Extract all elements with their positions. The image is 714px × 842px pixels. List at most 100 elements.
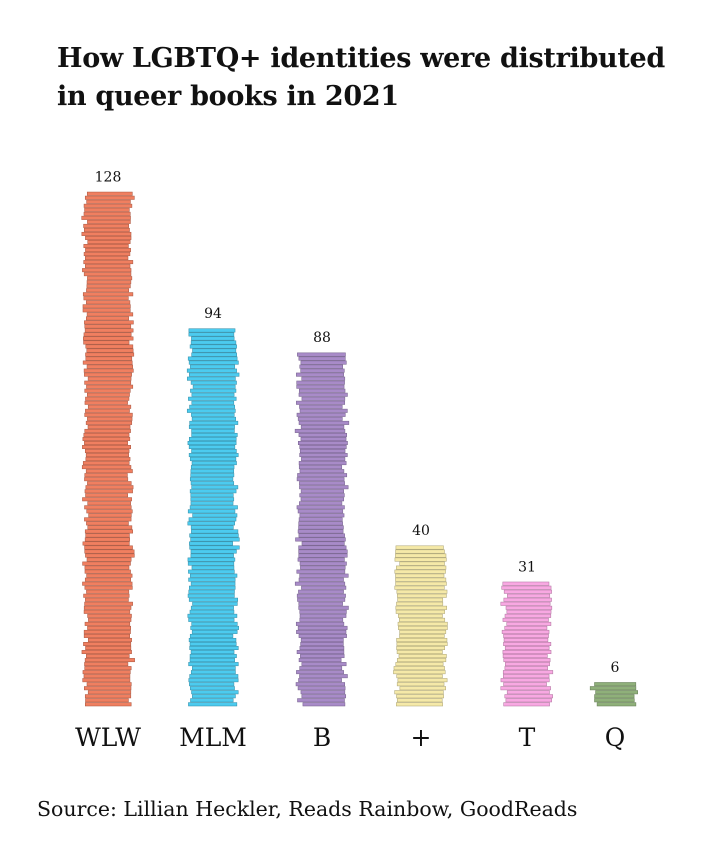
book-spine — [192, 666, 236, 671]
book-spine — [85, 646, 132, 650]
book-spine — [188, 424, 235, 429]
book-spine — [85, 457, 131, 462]
book-spine — [300, 565, 346, 570]
book-spine — [295, 682, 346, 687]
book-spine — [395, 581, 447, 586]
book-spine — [190, 537, 240, 542]
book-spine — [86, 654, 130, 659]
book-spine — [295, 537, 346, 542]
book-spine — [190, 605, 234, 610]
book-spine — [84, 549, 135, 554]
book-spine — [298, 658, 342, 663]
bar-stack-q — [589, 682, 638, 707]
book-spine — [190, 497, 235, 502]
book-spine — [84, 400, 128, 405]
book-spine — [187, 441, 237, 445]
book-spine — [393, 670, 446, 675]
book-spine — [82, 445, 131, 449]
book-spine — [83, 260, 134, 265]
book-spine — [188, 328, 236, 333]
book-spine — [300, 368, 345, 373]
book-spine — [503, 642, 552, 646]
book-spine — [191, 629, 238, 634]
book-spine — [299, 449, 346, 454]
book-spine — [84, 694, 132, 699]
book-spine — [85, 485, 134, 490]
book-spine — [297, 557, 345, 562]
book-spine — [86, 348, 134, 353]
book-spine — [191, 485, 239, 490]
book-spine — [190, 473, 235, 478]
book-spine — [191, 449, 237, 454]
book-spine — [298, 521, 343, 526]
book-spine — [298, 461, 347, 466]
source-note: Source: Lillian Heckler, Reads Rainbow, … — [37, 797, 578, 821]
value-labels: 128 94 88 40 31 6 — [95, 169, 620, 675]
book-spine — [395, 553, 447, 558]
book-spine — [86, 300, 131, 305]
book-spine — [83, 227, 130, 232]
book-spine — [84, 505, 132, 510]
book-spine — [83, 432, 130, 437]
book-spine — [190, 698, 234, 703]
book-spine — [298, 601, 343, 606]
book-spine — [396, 589, 448, 594]
book-spine — [84, 621, 131, 626]
book-spine — [301, 662, 347, 667]
book-spine — [399, 561, 445, 566]
book-spine — [83, 332, 132, 337]
book-spine — [397, 621, 448, 626]
book-spine — [190, 481, 235, 486]
book-spine — [85, 493, 128, 498]
book-spine — [298, 517, 343, 522]
book-spine — [85, 597, 129, 602]
book-spine — [298, 577, 344, 582]
book-spine — [81, 650, 132, 655]
book-spine — [83, 340, 130, 345]
book-spine — [297, 352, 346, 357]
book-spine — [191, 565, 235, 570]
book-spine — [188, 617, 235, 622]
book-spine — [188, 569, 235, 574]
category-label-b: B — [313, 723, 331, 752]
book-spine — [398, 654, 447, 659]
book-spine — [84, 577, 132, 582]
book-spine — [84, 601, 133, 606]
book-spine — [190, 501, 234, 506]
book-spine — [191, 416, 236, 421]
book-spine — [395, 605, 448, 610]
book-spine — [189, 646, 239, 650]
book-spine — [85, 396, 130, 401]
category-label-q: Q — [605, 723, 626, 752]
book-spine — [396, 637, 448, 642]
book-spine — [190, 670, 236, 675]
book-spine — [84, 666, 132, 671]
book-spine — [190, 469, 235, 474]
book-spine — [300, 637, 344, 642]
book-spine — [82, 497, 132, 502]
book-spine — [298, 545, 347, 550]
book-spine — [84, 372, 132, 377]
book-spine — [299, 469, 345, 474]
book-spine — [396, 642, 448, 646]
book-spine — [299, 609, 347, 614]
book-spine — [190, 364, 236, 369]
book-spine — [501, 585, 552, 590]
book-spine — [82, 581, 133, 586]
book-spine — [84, 207, 130, 212]
book-spine — [594, 698, 635, 703]
book-spine — [85, 702, 132, 707]
book-spine — [189, 633, 234, 638]
book-spine — [396, 698, 443, 703]
bar-stack-plus3 — [393, 545, 448, 707]
book-spine — [83, 629, 131, 634]
book-spine — [397, 597, 444, 602]
book-spine — [506, 609, 552, 614]
book-spine — [504, 613, 552, 618]
book-spine — [84, 489, 133, 494]
book-spine — [399, 629, 447, 634]
book-spine — [189, 674, 239, 679]
category-labels: WLW MLM B + T Q — [75, 723, 625, 752]
category-label-wlw: WLW — [75, 723, 141, 752]
book-spine — [296, 380, 345, 385]
